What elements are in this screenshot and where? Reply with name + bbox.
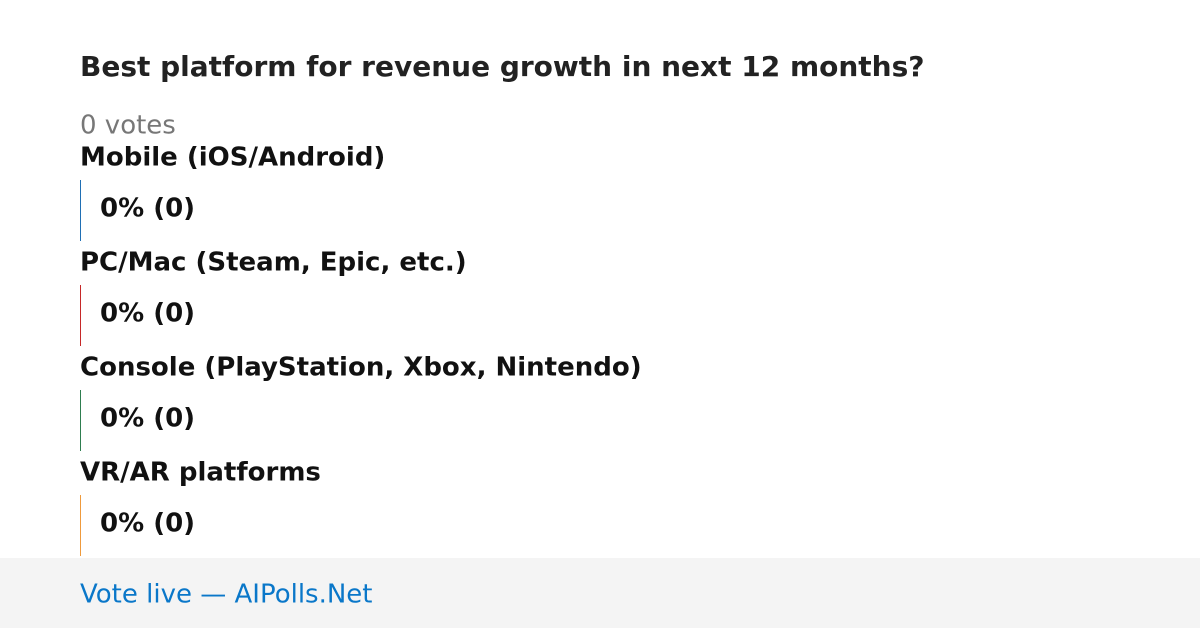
footer-link[interactable]: Vote live — AIPolls.Net xyxy=(80,580,373,610)
footer-band xyxy=(0,558,1200,628)
vote-count: 0 votes xyxy=(80,111,176,141)
value-label: 0% (0) xyxy=(100,194,195,224)
option-label: VR/AR platforms xyxy=(80,458,321,488)
value-label: 0% (0) xyxy=(100,404,195,434)
value-label: 0% (0) xyxy=(100,299,195,329)
value-label: 0% (0) xyxy=(100,509,195,539)
option-label: Mobile (iOS/Android) xyxy=(80,143,385,173)
poll-title: Best platform for revenue growth in next… xyxy=(80,50,925,83)
option-label: PC/Mac (Steam, Epic, etc.) xyxy=(80,248,467,278)
option-label: Console (PlayStation, Xbox, Nintendo) xyxy=(80,353,642,383)
